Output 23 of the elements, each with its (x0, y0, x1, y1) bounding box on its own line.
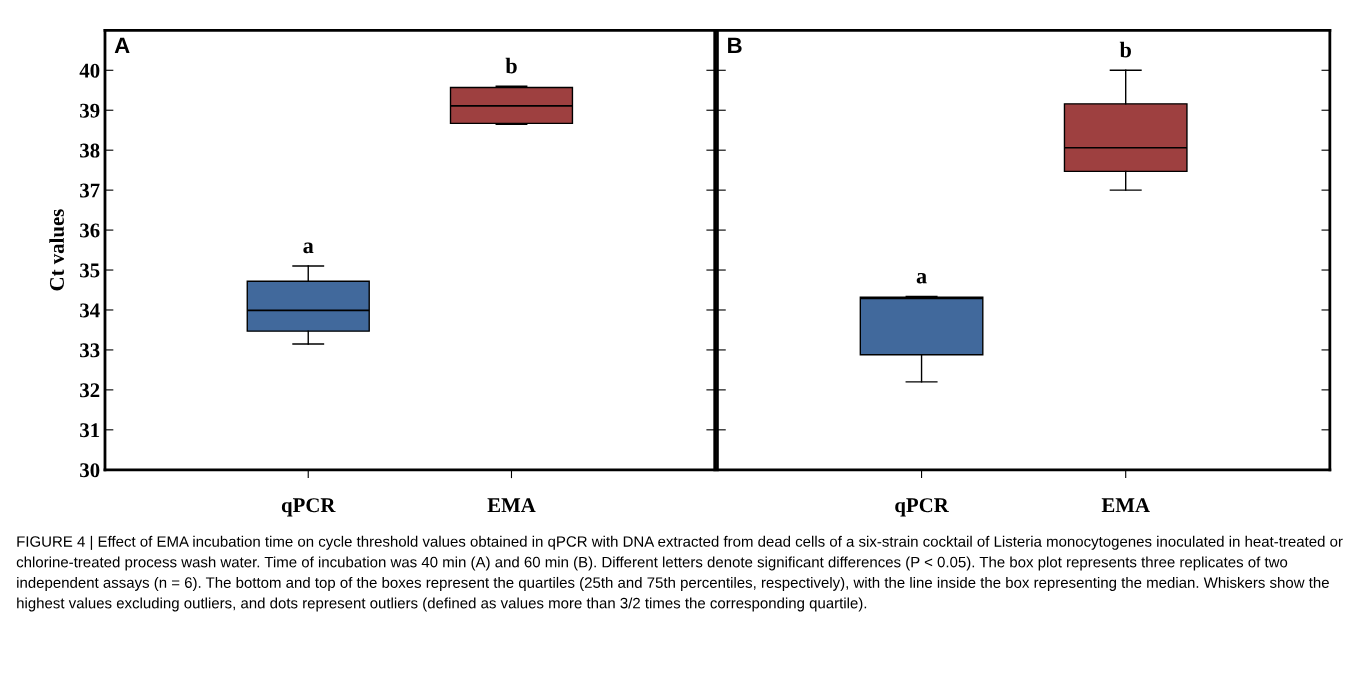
y-axis-title: Ct values (49, 209, 64, 291)
y-tick-label: 30 (80, 463, 100, 478)
annotation: b (505, 57, 517, 74)
y-tick-label: 32 (80, 383, 100, 398)
y-tick-label: 34 (80, 303, 100, 318)
y-tick-label: 31 (80, 423, 100, 438)
y-tick-label: 38 (80, 143, 100, 158)
x-tick-label: EMA (1101, 498, 1150, 513)
y-tick-label: 35 (80, 263, 100, 278)
y-tick-label: 39 (80, 103, 100, 118)
y-tick-label: 40 (79, 63, 100, 78)
x-tick-label: qPCR (895, 498, 949, 517)
y-tick-label: 37 (80, 183, 100, 198)
x-tick-label: qPCR (281, 498, 336, 517)
caption: FIGURE 4 | Effect of EMA incubation time on cycle threshold values obtained in qPCR with DNA extracted from dead cells of a six-strain cocktail of Listeria monocytogenes inoculated in heat-treated or chlorine-treated process wash water. Time of incubation was 40 min (A) and 60 min (B). Different letters denote significant differences (P < 0.05). The box plot represents three replicates of two independent assays (n = 6). The bottom and top of the boxes represent the quartiles (25th and 75th percentiles, respectively), with the line inside the box representing the median. Whiskers show the highest values excluding outliers, and dots represent outliers (defined as values more than 3/2 times the corresponding quartile). (16, 535, 1343, 612)
annotation: b (1119, 41, 1131, 58)
annotation: a (303, 242, 314, 254)
chart-title: B (728, 37, 742, 54)
y-tick-label: 33 (80, 343, 100, 358)
y-tick-label: 36 (80, 223, 100, 238)
annotation: a (916, 272, 927, 284)
x-tick-label: EMA (487, 498, 536, 513)
chart-title: A (114, 37, 130, 54)
